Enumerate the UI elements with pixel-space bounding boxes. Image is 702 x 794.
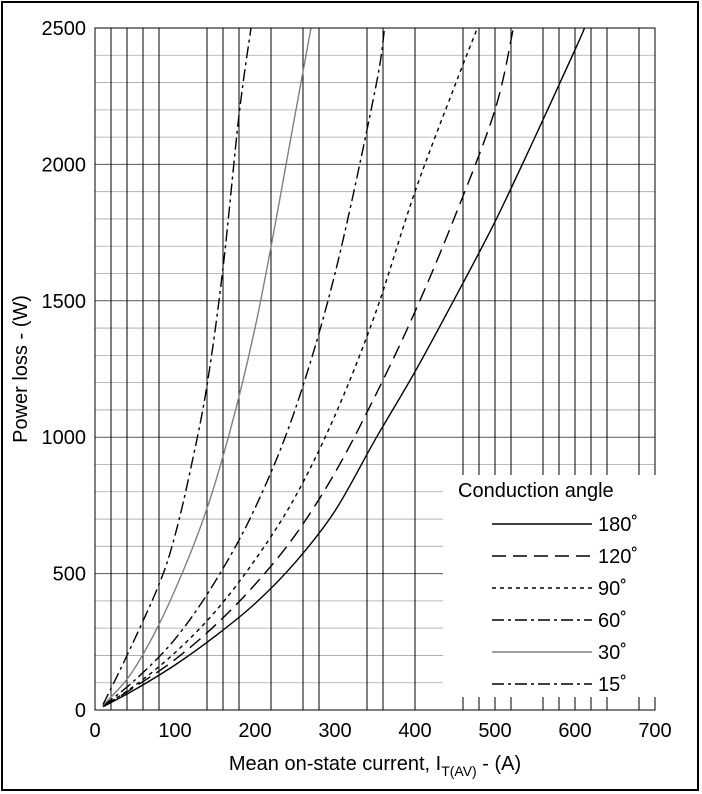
y-tick-label: 2000	[42, 154, 87, 176]
y-tick-label: 2500	[42, 18, 87, 40]
legend-label-2: 90˚	[598, 578, 627, 600]
series-line-4	[102, 28, 312, 706]
legend: Conduction angle 180˚ 120˚ 90˚ 60˚ 30˚ 15˚	[443, 475, 665, 697]
x-axis-label-subscript: T(AV)	[441, 763, 477, 779]
legend-label-3: 60˚	[598, 610, 627, 632]
x-tick-label: 400	[398, 720, 431, 742]
legend-label-0: 180˚	[598, 514, 638, 536]
series-group	[102, 28, 586, 708]
y-axis-label: Power loss - (W)	[10, 295, 32, 443]
y-tick-label: 1500	[42, 291, 87, 313]
y-tick-label: 500	[53, 564, 86, 586]
x-tick-label: 500	[478, 720, 511, 742]
x-tick-label: 200	[238, 720, 271, 742]
x-axis-label-main: Mean on-state current, I	[229, 753, 441, 775]
x-tick-label: 600	[558, 720, 591, 742]
legend-label-1: 120˚	[598, 546, 638, 568]
series-line-1	[102, 28, 515, 708]
legend-background	[443, 475, 665, 697]
x-axis-label: Mean on-state current, IT(AV) - (A)	[229, 753, 521, 779]
x-tick-label: 300	[318, 720, 351, 742]
x-tick-label: 700	[638, 720, 671, 742]
x-tick-label: 100	[158, 720, 191, 742]
series-line-3	[102, 28, 386, 707]
plot-border	[94, 27, 656, 711]
series-line-2	[102, 28, 479, 707]
y-tick-label: 0	[75, 700, 86, 722]
series-line-0	[102, 28, 586, 708]
tick-labels: 0 100 200 300 400 500 600 700 0 500 1000 1500 2000 25…	[42, 18, 672, 742]
x-axis-label-unit: - (A)	[477, 753, 521, 775]
legend-title: Conduction angle	[458, 480, 614, 502]
legend-label-5: 15˚	[598, 674, 627, 696]
y-tick-label: 1000	[42, 427, 87, 449]
series-line-5	[102, 28, 252, 705]
legend-label-4: 30˚	[598, 642, 627, 664]
legend-items: 180˚ 120˚ 90˚ 60˚ 30˚ 15˚	[492, 514, 638, 696]
x-tick-label: 0	[89, 720, 100, 742]
